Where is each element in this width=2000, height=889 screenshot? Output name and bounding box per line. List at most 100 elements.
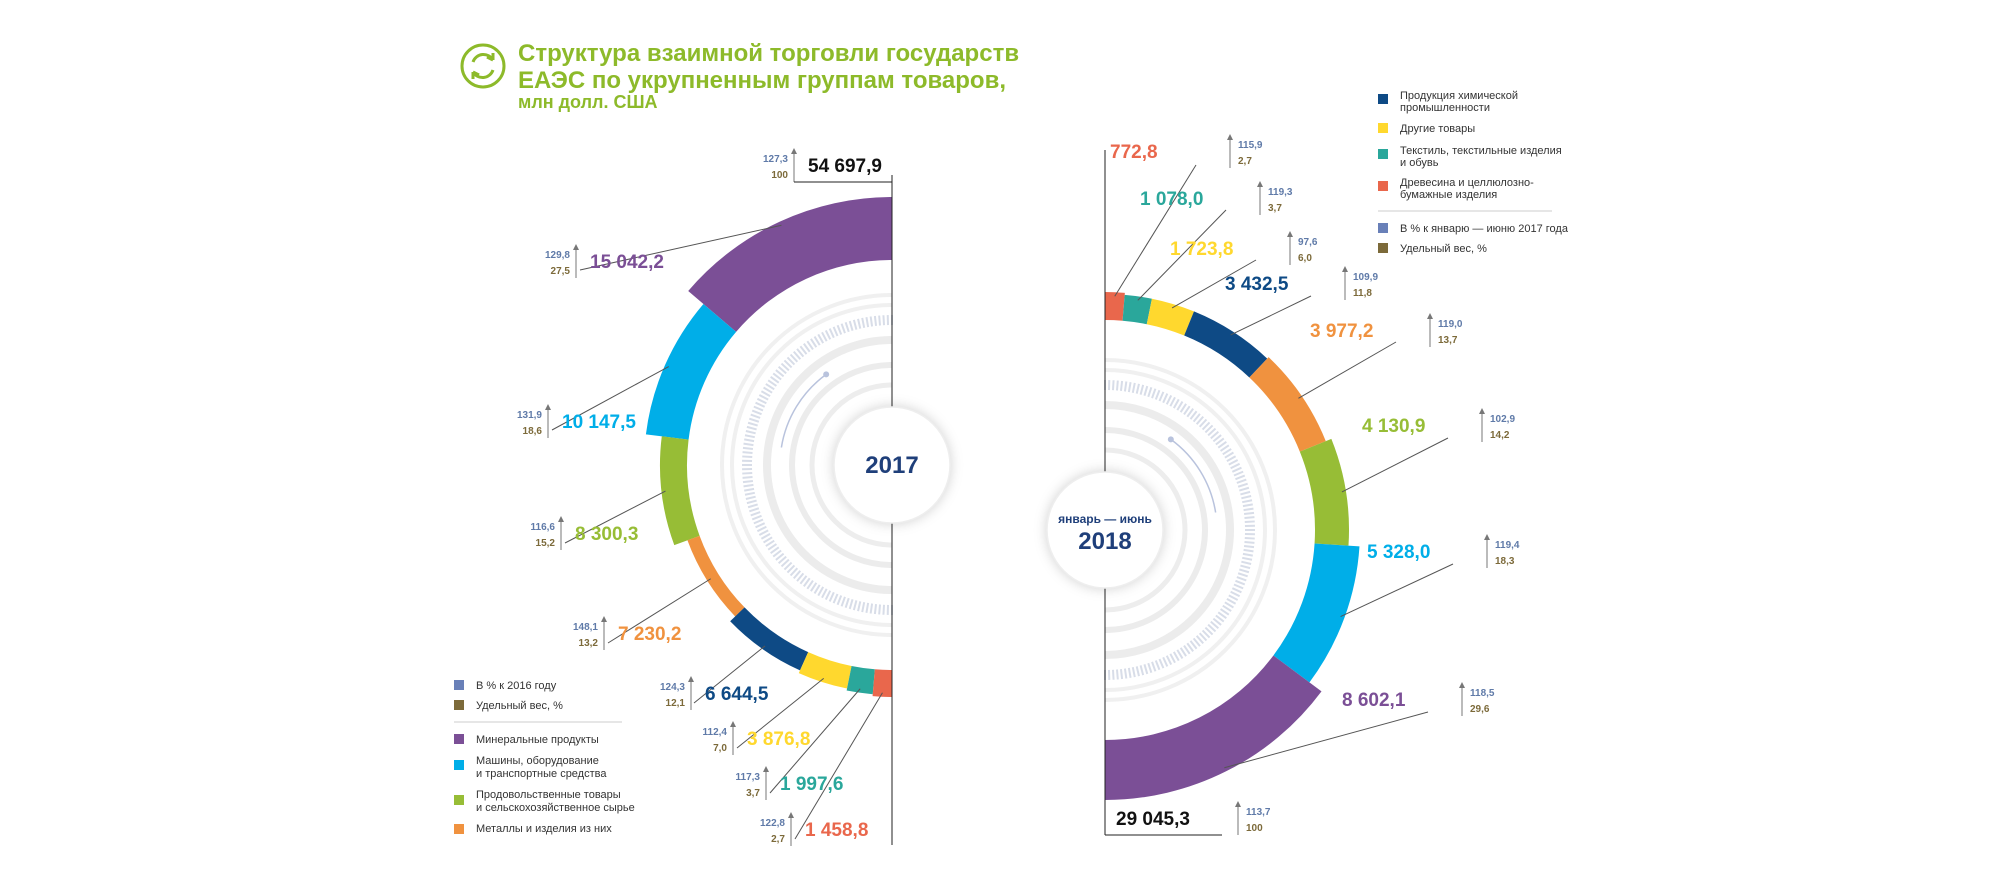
chart2017-value-food: 8 300,3 <box>575 524 638 545</box>
chart2017-label-wood: 1 458,8 122,8 2,7 <box>760 812 868 846</box>
chart2018-leader-minerals <box>1224 711 1429 769</box>
chart2018-value-minerals: 8 602,1 <box>1342 690 1406 711</box>
chart2017-leader-food <box>564 490 666 544</box>
chart2017-label-machinery: 10 147,5 131,9 18,6 <box>517 404 636 438</box>
chart2018-total-up-arrow-icon <box>1235 801 1241 807</box>
chart2017-pct-minerals: 129,8 <box>545 250 570 261</box>
chart2018-pct-chemical: 109,9 <box>1353 272 1378 283</box>
chart2017-slice-other <box>798 652 852 689</box>
chart2017-total: 54 697,9 127,3 100 <box>763 148 892 183</box>
chart2018-leader-metals <box>1298 341 1397 399</box>
chart2017-up-arrow-icon-metals <box>601 616 607 622</box>
chart2017-share-textile: 3,7 <box>746 788 760 799</box>
chart2018-slice-other <box>1146 298 1194 336</box>
legend-other-label: Другие товары <box>1400 123 1475 135</box>
chart2018-total-value: 29 045,3 <box>1116 809 1190 830</box>
legend-pct-swatch <box>454 680 464 690</box>
chart2018-up-arrow-icon-chemical <box>1342 266 1348 272</box>
chart2018-total: 29 045,3 113,7 100 <box>1105 801 1271 836</box>
chart-2017-decoration <box>720 293 893 637</box>
chart2017-value-minerals: 15 042,2 <box>590 252 664 273</box>
chart-2018-year: 2018 <box>1078 528 1131 555</box>
legend-minerals-swatch <box>454 734 464 744</box>
chart2018-total-pct: 113,7 <box>1246 807 1271 818</box>
chart2017-leader-minerals <box>579 224 782 271</box>
chart2017-value-textile: 1 997,6 <box>780 774 843 795</box>
chart2018-leader-machinery <box>1340 563 1454 618</box>
chart2018-slice-textile <box>1122 294 1152 325</box>
legend-pct-label: В % к 2016 году <box>476 680 557 692</box>
chart2018-slice-chemical <box>1184 311 1268 378</box>
chart2017-value-metals: 7 230,2 <box>618 624 681 645</box>
chart2017-leader-machinery <box>551 366 669 431</box>
chart2018-share-machinery: 18,3 <box>1495 556 1515 567</box>
chart2017-slice-wood <box>872 669 892 697</box>
chart2017-slice-minerals <box>688 197 892 332</box>
chart-2017-center: 2017 <box>833 406 951 524</box>
chart2018-tick-band <box>1104 380 1255 680</box>
chart2018-up-arrow-icon-food <box>1479 408 1485 414</box>
chart2018-up-arrow-icon-other <box>1287 231 1293 237</box>
chart-2017-leader-lines <box>551 175 893 845</box>
chart2018-up-arrow-icon-metals <box>1427 313 1433 319</box>
chart2018-label-food: 4 130,9 102,9 14,2 <box>1362 408 1515 442</box>
chart2017-total-value: 54 697,9 <box>808 156 882 177</box>
chart2018-ring-2 <box>1104 447 1188 613</box>
chart2017-pct-textile: 117,3 <box>736 772 761 783</box>
chart2017-slice-textile <box>846 665 875 695</box>
chart2018-up-arrow-icon-wood <box>1227 134 1233 140</box>
legend-minerals-label: Минеральные продукты <box>476 734 599 746</box>
legend-food-label-2: и сельскохозяйственное сырье <box>476 802 635 814</box>
legend-left: В % к 2016 году Удельный вес, % Минераль… <box>454 680 635 835</box>
chart2018-label-other: 1 723,8 97,6 6,0 <box>1170 231 1318 265</box>
chart2018-pct-minerals: 118,5 <box>1470 688 1495 699</box>
chart2018-arrow-arc <box>1170 438 1217 513</box>
chart2017-up-arrow-icon-food <box>558 516 564 522</box>
chart2018-value-food: 4 130,9 <box>1362 416 1425 437</box>
chart2018-label-chemical: 3 432,5 109,9 11,8 <box>1225 266 1378 300</box>
chart2017-up-arrow-icon-machinery <box>545 404 551 410</box>
chart2018-leader-textile <box>1137 209 1227 301</box>
chart2017-share-wood: 2,7 <box>771 834 785 845</box>
chart2018-value-wood: 772,8 <box>1110 142 1158 163</box>
page-subtitle: млн долл. США <box>518 92 658 112</box>
chart2018-value-other: 1 723,8 <box>1170 239 1233 260</box>
chart2017-pct-metals: 148,1 <box>573 622 598 633</box>
chart2017-slice-food <box>660 436 700 546</box>
chart2018-leader-chemical <box>1230 295 1312 336</box>
chart-2018-slices <box>1105 292 1360 800</box>
chart2018-label-metals: 3 977,2 119,0 13,7 <box>1310 313 1463 347</box>
chart2018-value-metals: 3 977,2 <box>1310 321 1373 342</box>
trade-exchange-icon <box>460 43 506 89</box>
legend-share-swatch <box>454 700 464 710</box>
chart2017-slice-machinery <box>645 303 737 440</box>
chart2018-label-wood: 772,8 115,9 2,7 <box>1110 134 1263 168</box>
chart2017-share-machinery: 18,6 <box>523 426 543 437</box>
legend-chemical-swatch <box>1378 94 1388 104</box>
chart2017-up-arrow-icon-other <box>730 721 736 727</box>
chart-2018-labels: 772,8 115,9 2,7 1 078,0 119,3 3,7 1 723,8 97,6 6… <box>1105 134 1520 836</box>
chart2017-leader-metals <box>607 578 711 644</box>
legend-machinery-label-1: Машины, оборудование <box>476 755 599 767</box>
chart2017-outer-ring-0 <box>730 303 893 627</box>
chart2018-leader-wood <box>1114 164 1197 297</box>
chart2017-share-metals: 13,2 <box>579 638 599 649</box>
chart2017-value-wood: 1 458,8 <box>805 820 868 841</box>
chart2017-slice-metals <box>687 535 745 617</box>
chart2017-ring-0 <box>763 336 893 594</box>
chart2018-arrow-dot <box>1167 436 1174 443</box>
chart2017-label-food: 8 300,3 116,6 15,2 <box>531 516 638 550</box>
chart2017-share-minerals: 27,5 <box>551 266 571 277</box>
legend-chemical-label-2: промышленности <box>1400 102 1490 114</box>
chart2017-leader-textile <box>769 688 861 794</box>
chart2018-pct-other: 97,6 <box>1298 237 1318 248</box>
legend-wood-label-1: Древесина и целлюлозно- <box>1400 177 1534 189</box>
chart-2018-period: январь — июнь <box>1058 512 1152 526</box>
chart2018-slice-food <box>1299 438 1349 546</box>
chart2017-share-other: 7,0 <box>713 743 727 754</box>
chart2017-pct-other: 112,4 <box>703 727 728 738</box>
chart-2017-slices <box>645 197 892 697</box>
legend-food-label-1: Продовольственные товары <box>476 789 621 801</box>
chart2017-label-chemical: 6 644,5 124,3 12,1 <box>660 676 769 710</box>
